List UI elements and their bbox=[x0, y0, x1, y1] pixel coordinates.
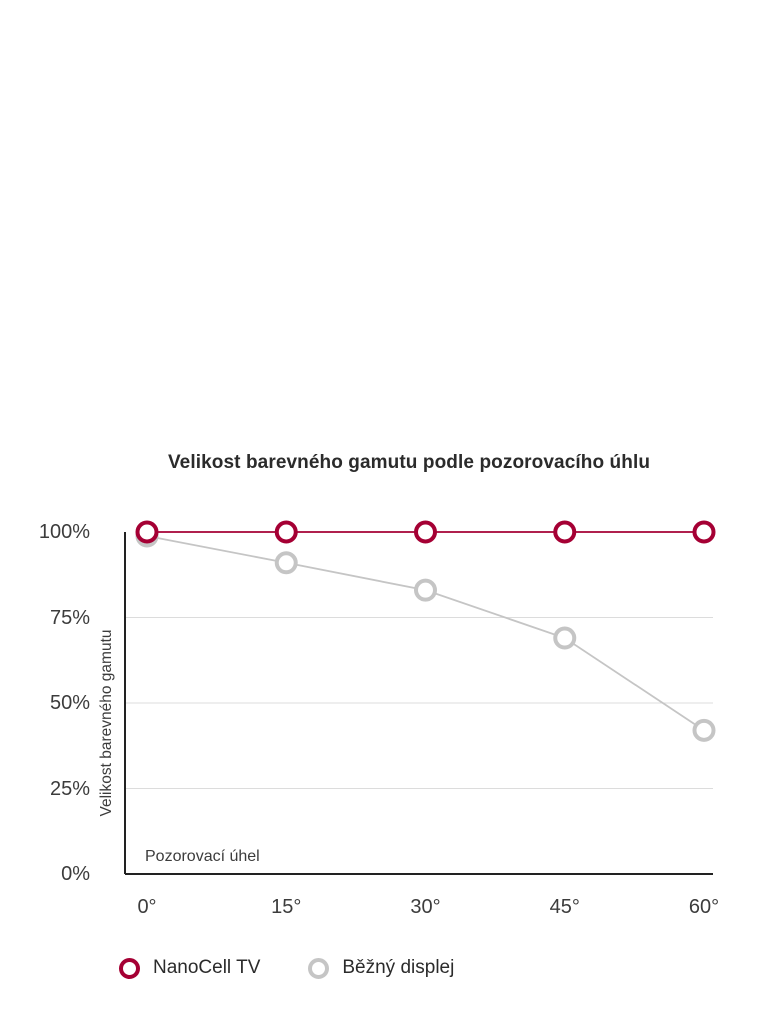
axes bbox=[124, 532, 713, 875]
data-point-marker bbox=[692, 718, 716, 742]
data-point-marker bbox=[274, 520, 298, 544]
data-point-marker bbox=[553, 626, 577, 650]
x-tick-label: 30° bbox=[410, 896, 441, 918]
x-tick-label: 0° bbox=[137, 896, 157, 918]
x-tick-label: 60° bbox=[688, 896, 720, 918]
x-tick-label: 45° bbox=[549, 896, 580, 918]
data-point-marker bbox=[692, 520, 716, 544]
y-tick-label: 75% bbox=[49, 606, 90, 629]
data-point-marker bbox=[414, 520, 437, 544]
x-tick-label: 15° bbox=[271, 896, 302, 918]
series-b-n-displej bbox=[135, 524, 716, 742]
legend-label: Běžný displej bbox=[342, 957, 455, 978]
series-nanocell-tv bbox=[135, 520, 716, 544]
legend-item-conventional: Běžný displej bbox=[308, 957, 454, 979]
data-point-marker bbox=[553, 520, 577, 544]
nanocell-circle-marker-icon bbox=[119, 957, 140, 979]
y-tick-label: 25% bbox=[49, 777, 90, 800]
legend-label: NanoCell TV bbox=[153, 957, 261, 978]
gridlines bbox=[125, 616, 713, 790]
data-point-marker bbox=[414, 578, 437, 602]
y-tick-label: 0% bbox=[61, 863, 90, 885]
data-point-marker bbox=[135, 520, 159, 544]
conventional-circle-marker-icon bbox=[308, 957, 330, 979]
chart-title: Velikost barevného gamutu podle pozorova… bbox=[167, 452, 651, 473]
y-tick-label: 100% bbox=[38, 521, 90, 543]
chart-legend: NanoCell TV Běžný displej bbox=[119, 957, 454, 979]
legend-item-nanocell: NanoCell TV bbox=[119, 957, 260, 979]
y-tick-label: 50% bbox=[49, 692, 90, 714]
data-point-marker bbox=[274, 551, 298, 575]
x-axis-title: Pozorovací úhel bbox=[145, 848, 260, 865]
